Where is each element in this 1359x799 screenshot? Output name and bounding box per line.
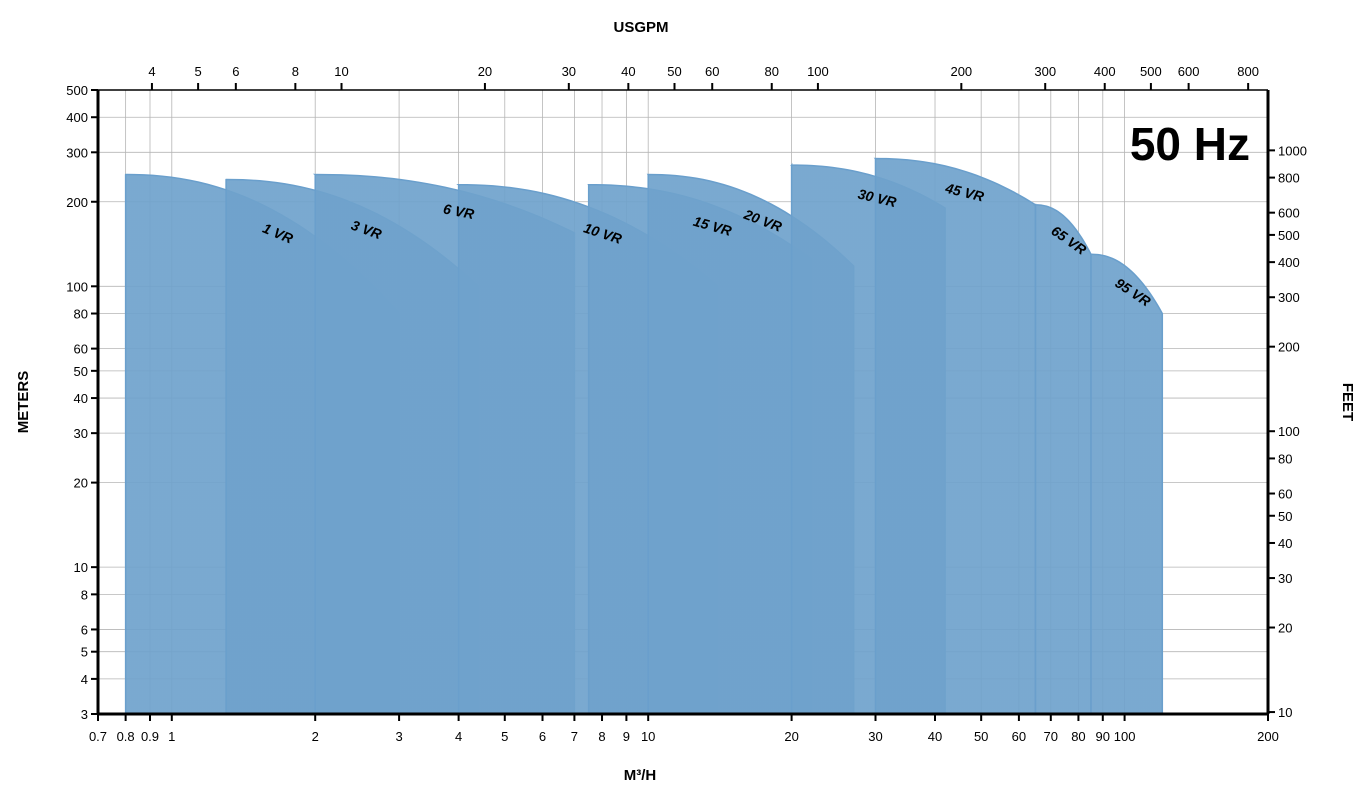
x2-tick-label: 600: [1178, 64, 1200, 79]
y-tick-label: 40: [74, 391, 88, 406]
axis-ticks: 0.7 0.8 0.9 1 2 3 4 5 6 7 8 9 10 20 30 40 50 60 70 80 90 100 2…: [66, 64, 1307, 744]
y2-axis-title: FEET: [1339, 383, 1356, 421]
x2-tick-label: 4: [148, 64, 155, 79]
curve-label-6-vr: 6 VR: [442, 200, 476, 222]
x-tick-label: 60: [1012, 729, 1026, 744]
y-tick-label: 5: [81, 645, 88, 660]
curve-area-65-vr: [1034, 204, 1092, 715]
y-tick-label: 3: [81, 707, 88, 722]
y2-tick-label: 1000: [1278, 143, 1307, 158]
x-tick-label: 0.9: [141, 729, 159, 744]
x-tick-label: 100: [1114, 729, 1136, 744]
y2-tick-label: 30: [1278, 571, 1292, 586]
y-tick-label: 400: [66, 110, 88, 125]
x-tick-label: 80: [1071, 729, 1085, 744]
y-tick-label: 10: [74, 560, 88, 575]
y2-tick-label: 10: [1278, 705, 1292, 720]
y2-tick-label: 20: [1278, 621, 1292, 636]
x2-tick-label: 800: [1237, 64, 1259, 79]
x-axis-title: M³/H: [624, 767, 657, 784]
curve-area-95-vr: [1090, 253, 1164, 715]
x2-tick-label: 400: [1094, 64, 1116, 79]
x-tick-label: 1: [168, 729, 175, 744]
y2-tick-label: 100: [1278, 424, 1300, 439]
x-tick-label: 20: [784, 729, 798, 744]
y2-tick-label: 60: [1278, 487, 1292, 502]
x-tick-label: 0.8: [117, 729, 135, 744]
x2-tick-label: 6: [232, 64, 239, 79]
x-tick-label: 10: [641, 729, 655, 744]
x-tick-label: 90: [1096, 729, 1110, 744]
x2-axis-title: USGPM: [613, 19, 668, 36]
x-tick-label: 4: [455, 729, 462, 744]
y2-tick-label: 40: [1278, 536, 1292, 551]
y-tick-label: 100: [66, 279, 88, 294]
y-tick-label: 200: [66, 195, 88, 210]
x-tick-label: 8: [598, 729, 605, 744]
plot-frame: [96, 89, 1270, 716]
y2-tick-label: 600: [1278, 206, 1300, 221]
y-tick-label: 80: [74, 307, 88, 322]
y-tick-label: 30: [74, 426, 88, 441]
y2-tick-label: 400: [1278, 255, 1300, 270]
x2-tick-label: 50: [667, 64, 681, 79]
y-tick-label: 60: [74, 342, 88, 357]
x2-tick-label: 8: [292, 64, 299, 79]
x-tick-label: 6: [539, 729, 546, 744]
x2-tick-label: 20: [478, 64, 492, 79]
y2-tick-label: 200: [1278, 340, 1300, 355]
x2-tick-label: 500: [1140, 64, 1162, 79]
y-axis-title: METERS: [15, 371, 32, 434]
x-tick-label: 0.7: [89, 729, 107, 744]
x-tick-label: 5: [501, 729, 508, 744]
x2-tick-label: 100: [807, 64, 829, 79]
x-tick-label: 30: [868, 729, 882, 744]
x-tick-label: 2: [312, 729, 319, 744]
x-tick-label: 7: [571, 729, 578, 744]
y-tick-label: 50: [74, 364, 88, 379]
x-tick-label: 70: [1044, 729, 1058, 744]
x2-tick-label: 300: [1034, 64, 1056, 79]
x-tick-label: 40: [928, 729, 942, 744]
x2-tick-label: 10: [334, 64, 348, 79]
x2-tick-label: 30: [562, 64, 576, 79]
x2-tick-label: 60: [705, 64, 719, 79]
x2-tick-label: 5: [194, 64, 201, 79]
y2-tick-label: 80: [1278, 451, 1292, 466]
x-tick-label: 3: [395, 729, 402, 744]
x-tick-label: 9: [623, 729, 630, 744]
x2-tick-label: 200: [950, 64, 972, 79]
frequency-badge: 50 Hz: [1130, 118, 1250, 170]
y-tick-label: 500: [66, 83, 88, 98]
y-tick-label: 6: [81, 622, 88, 637]
x2-tick-label: 40: [621, 64, 635, 79]
y2-tick-label: 500: [1278, 228, 1300, 243]
x2-tick-label: 80: [765, 64, 779, 79]
x-tick-label: 50: [974, 729, 988, 744]
y-tick-label: 300: [66, 145, 88, 160]
y-tick-label: 8: [81, 587, 88, 602]
x-tick-label: 200: [1257, 729, 1279, 744]
curve-areas: [124, 157, 1164, 715]
y-tick-label: 20: [74, 476, 88, 491]
y2-tick-label: 800: [1278, 171, 1300, 186]
curve-area-45-vr: [873, 157, 1037, 715]
y-tick-label: 4: [81, 672, 88, 687]
y2-tick-label: 50: [1278, 509, 1292, 524]
y2-tick-label: 300: [1278, 290, 1300, 305]
